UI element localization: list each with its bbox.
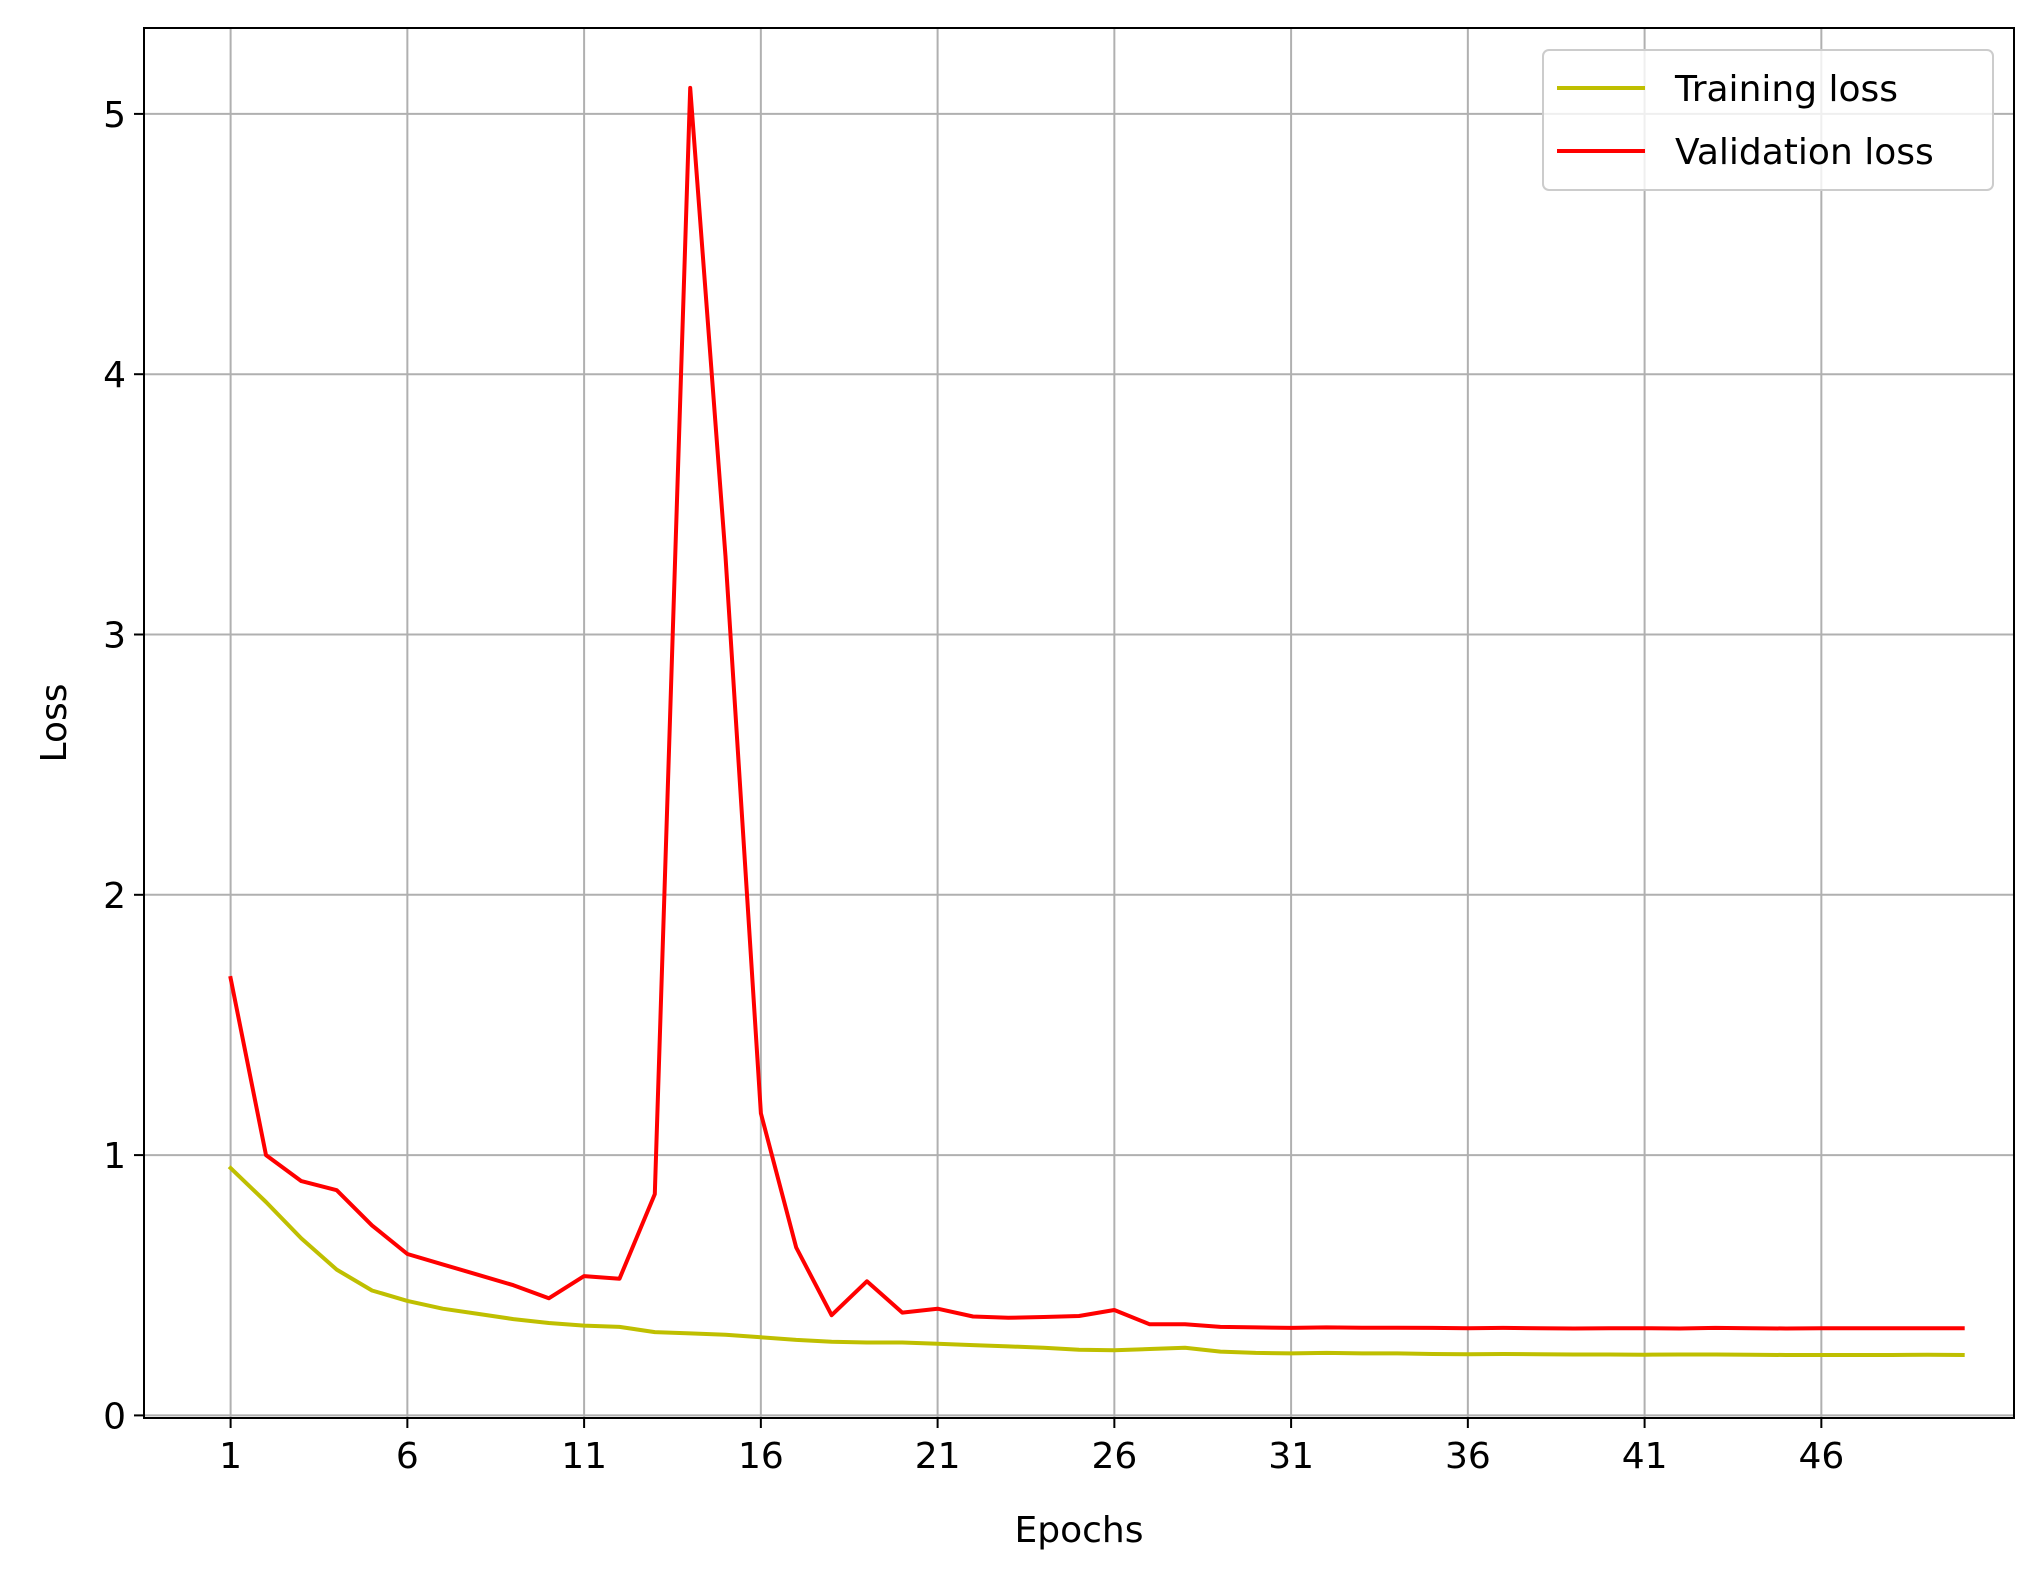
- y-tick-label: 2: [103, 876, 126, 917]
- y-tick-label: 4: [103, 355, 126, 396]
- legend-box: [1542, 49, 1994, 191]
- legend-label: Validation loss: [1675, 132, 1934, 173]
- series-lines: [227, 85, 1965, 1358]
- x-tick-label: 41: [1622, 1436, 1668, 1477]
- x-tick-label: 31: [1268, 1436, 1314, 1477]
- y-tick-label: 1: [103, 1136, 126, 1177]
- y-tick-label: 3: [103, 615, 126, 656]
- x-tick-label: 36: [1445, 1436, 1491, 1477]
- x-tick-label: 46: [1798, 1436, 1844, 1477]
- x-tick-label: 16: [738, 1436, 784, 1477]
- series-line-validation-loss: [228, 85, 1965, 1331]
- plot-frame: [143, 27, 2015, 1419]
- y-axis-title: Loss: [34, 684, 75, 763]
- grid: [144, 28, 2014, 1418]
- y-tick-label: 5: [103, 95, 126, 136]
- x-axis-title: Epochs: [1015, 1510, 1144, 1551]
- y-tick-label: 0: [103, 1396, 126, 1437]
- x-tick-label: 21: [915, 1436, 961, 1477]
- legend-label: Training loss: [1674, 69, 1898, 110]
- x-tick-label: 11: [561, 1436, 607, 1477]
- x-tick-label: 26: [1091, 1436, 1137, 1477]
- x-tick-label: 1: [219, 1436, 242, 1477]
- legend: Training loss Validation loss: [1542, 49, 1994, 191]
- x-tick-label: 6: [396, 1436, 419, 1477]
- series-line-training-loss: [227, 1165, 1965, 1358]
